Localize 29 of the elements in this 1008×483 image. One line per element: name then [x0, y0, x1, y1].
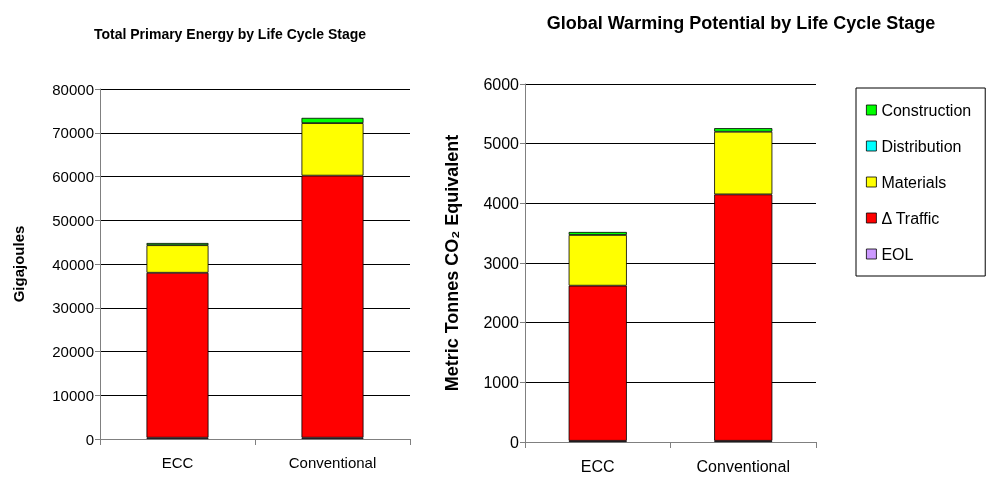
y-tick-label: 60000 — [52, 168, 94, 185]
y-axis-title: Metric Tonnes CO₂ Equivalent — [442, 134, 462, 392]
x-tick-label: Conventional — [696, 457, 790, 475]
x-tick-label: ECC — [580, 457, 615, 475]
legend-label: Δ Traffic — [881, 209, 940, 227]
x-tick-label: Conventional — [288, 454, 377, 471]
y-tick-label: 50000 — [52, 211, 94, 229]
y-tick-label: 10000 — [52, 386, 94, 404]
x-tick-label: ECC — [161, 454, 194, 471]
y-tick-label: 1000 — [483, 373, 520, 391]
y-tick-label: 70000 — [52, 124, 94, 142]
y-tick-label: 20000 — [52, 343, 94, 360]
y-tick-label: 0 — [85, 430, 94, 448]
legend-label: Construction — [881, 101, 972, 119]
y-tick-label: 2000 — [483, 314, 520, 332]
y-tick-label: 4000 — [483, 194, 520, 212]
chart-title: Global Warming Potential by Life Cycle Stage — [546, 13, 936, 33]
y-tick-label: 6000 — [483, 75, 520, 93]
y-tick-label: 30000 — [52, 299, 94, 317]
y-tick-label: 80000 — [52, 80, 94, 98]
legend-label: Materials — [881, 173, 947, 191]
y-tick-label: 40000 — [52, 255, 94, 273]
y-tick-label: 5000 — [483, 135, 520, 153]
legend-label: EOL — [881, 245, 914, 263]
legend-label: Distribution — [881, 137, 962, 155]
chart-title: Total Primary Energy by Life Cycle Stage — [93, 26, 367, 42]
y-tick-label: 0 — [510, 433, 520, 451]
y-axis-title: Gigajoules — [10, 225, 27, 303]
y-tick-label: 3000 — [483, 254, 520, 272]
